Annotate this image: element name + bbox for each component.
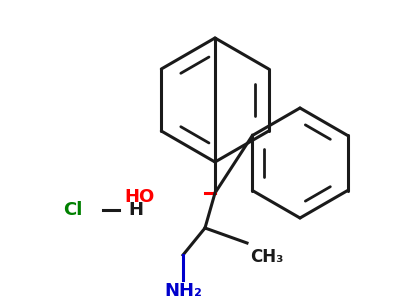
Text: HO: HO: [125, 188, 155, 206]
Text: H: H: [128, 201, 143, 219]
Text: NH₂: NH₂: [164, 282, 202, 300]
Text: Cl: Cl: [63, 201, 82, 219]
Text: CH₃: CH₃: [250, 248, 283, 266]
